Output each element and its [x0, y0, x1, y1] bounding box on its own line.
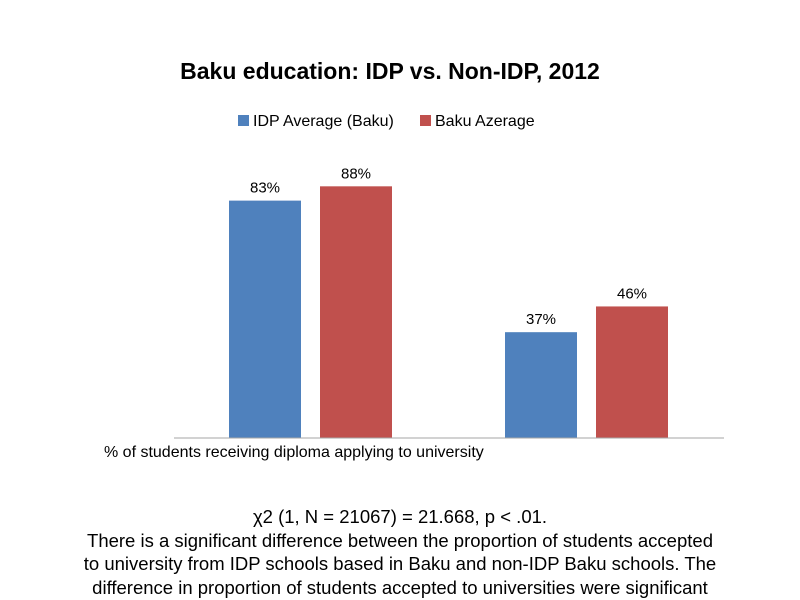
- statistics-footer: χ2 (1, N = 21067) = 21.668, p < .01. The…: [0, 505, 800, 599]
- legend-swatch: [420, 115, 431, 126]
- data-label: 88%: [341, 165, 371, 182]
- bars: [229, 186, 668, 438]
- footer-line-1: There is a significant difference betwee…: [87, 529, 713, 551]
- category-label: % of students receiving diploma applying…: [104, 444, 484, 461]
- legend-label: Baku Azerage: [435, 113, 535, 130]
- legend-swatch: [238, 115, 249, 126]
- legend: IDP Average (Baku) Baku Azerage: [238, 113, 535, 130]
- data-label: 83%: [250, 180, 280, 197]
- footer-line-3: difference in proportion of students acc…: [92, 576, 708, 598]
- data-label: 37%: [526, 311, 556, 328]
- bar-idp-2: [505, 332, 577, 438]
- stat-line: χ2 (1, N = 21067) = 21.668, p < .01.: [252, 506, 548, 527]
- bar-baku-2: [596, 306, 668, 438]
- chart-title: Baku education: IDP vs. Non-IDP, 2012: [180, 58, 600, 84]
- bar-chart: Baku education: IDP vs. Non-IDP, 2012 ID…: [104, 58, 724, 461]
- data-label: 46%: [617, 285, 647, 302]
- data-labels: 83% 37% 88% 46%: [250, 165, 647, 328]
- footer-line-2: to university from IDP schools based in …: [83, 553, 717, 574]
- bar-baku-1: [320, 186, 392, 438]
- legend-label: IDP Average (Baku): [253, 113, 394, 130]
- bar-idp-1: [229, 200, 301, 438]
